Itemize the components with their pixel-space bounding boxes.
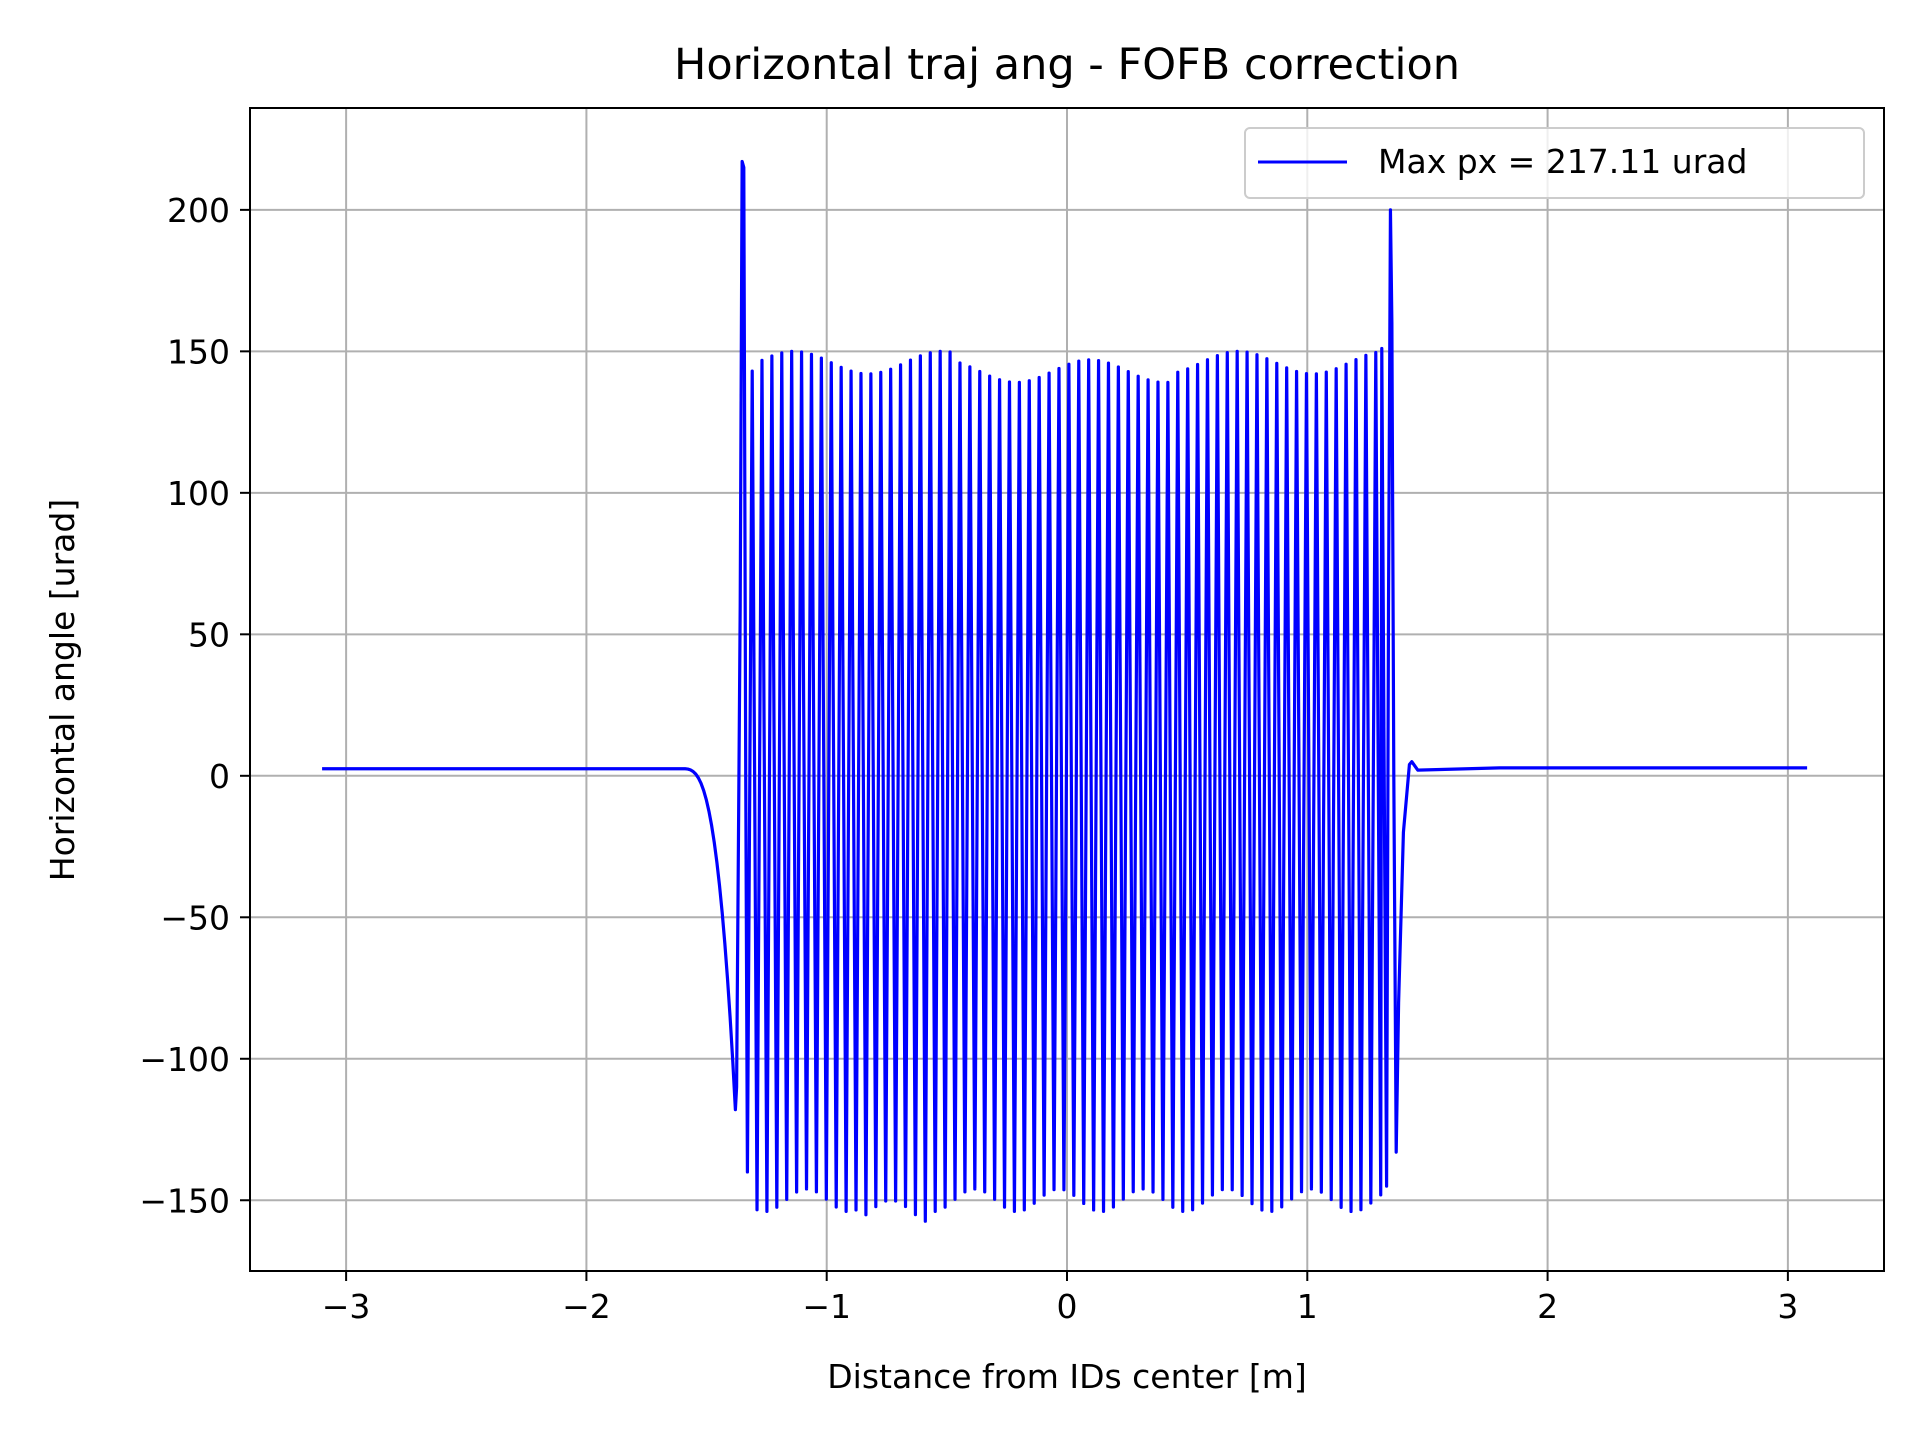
x-tick-label: 3 <box>1777 1287 1798 1326</box>
chart-title: Horizontal traj ang - FOFB correction <box>674 40 1460 90</box>
y-tick-label: 150 <box>167 332 230 371</box>
x-tick-label: 0 <box>1057 1287 1078 1326</box>
series-layer <box>322 159 1808 1223</box>
x-tick-label: −3 <box>322 1287 371 1326</box>
x-tick-label: −1 <box>802 1287 851 1326</box>
x-axis-label: Distance from IDs center [m] <box>827 1357 1306 1396</box>
legend-box <box>1244 127 1865 199</box>
x-tick-label: 1 <box>1297 1287 1318 1326</box>
y-tick-label: −50 <box>160 898 230 937</box>
series-line <box>322 159 1808 1223</box>
y-tick-label: 200 <box>167 191 230 230</box>
y-tick-label: −150 <box>139 1181 230 1220</box>
legend-entry-label: Max px = 217.11 urad <box>1378 142 1747 181</box>
y-tick-label: 50 <box>188 615 230 654</box>
x-tick-label: 2 <box>1537 1287 1558 1326</box>
plot-frame <box>249 107 1885 1272</box>
y-tick-label: 100 <box>167 474 230 513</box>
y-tick-label: 0 <box>209 757 230 796</box>
y-tick-label: −100 <box>139 1040 230 1079</box>
y-axis-label: Horizontal angle [urad] <box>43 499 82 881</box>
x-tick-label: −2 <box>562 1287 611 1326</box>
tick-layer: −3 −2 −1 0 1 2 3 −150 −100 −50 0 50 100 150 200 <box>139 191 1798 1326</box>
legend: Max px = 217.11 urad <box>1244 127 1865 199</box>
